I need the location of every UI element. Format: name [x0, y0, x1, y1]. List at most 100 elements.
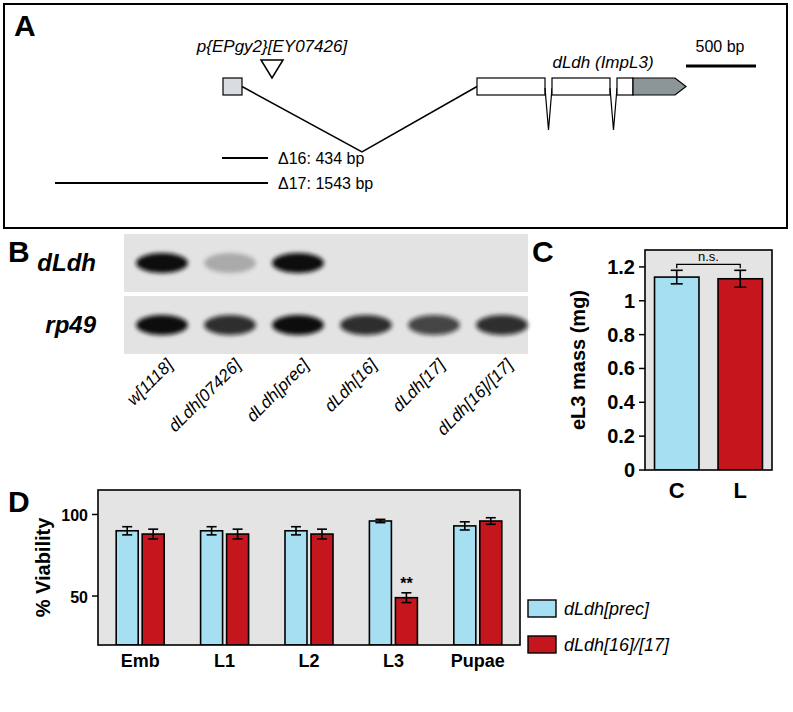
exon — [477, 78, 545, 95]
error-cap — [375, 519, 385, 521]
lane-label: dLdh[prec] — [243, 354, 314, 425]
significance-bracket — [677, 264, 741, 268]
error-cap — [460, 521, 470, 523]
error-cap — [291, 534, 301, 536]
band — [204, 315, 256, 335]
deletion-label: Δ16: 434 bp — [278, 150, 364, 167]
plot-background — [98, 490, 520, 645]
tick-label: 0.4 — [607, 391, 636, 413]
axis-title: % Viability — [32, 517, 54, 618]
error-cap — [122, 534, 132, 536]
error-stem — [406, 593, 408, 603]
bar — [395, 598, 417, 645]
band — [272, 315, 324, 335]
error-bar — [122, 527, 132, 535]
error-bar — [401, 593, 411, 603]
tick — [92, 595, 98, 597]
intron — [545, 88, 552, 130]
tick — [639, 368, 645, 370]
error-stem — [237, 529, 239, 539]
band — [204, 253, 256, 273]
error-cap — [671, 270, 683, 272]
error-bar — [317, 529, 327, 539]
error-stem — [295, 527, 297, 535]
bar — [311, 534, 333, 645]
error-stem — [464, 522, 466, 530]
scale-bar — [686, 65, 756, 68]
insertion-triangle — [261, 60, 283, 78]
error-cap — [734, 286, 746, 288]
error-bar — [375, 519, 385, 522]
band — [136, 315, 188, 335]
insertion-label: p{EPgy2}[EY07426] — [196, 37, 349, 56]
tick — [639, 334, 645, 336]
tick — [639, 469, 645, 471]
lane-label: dLdh[07426] — [165, 354, 246, 435]
error-cap — [148, 538, 158, 540]
error-bar — [671, 270, 683, 284]
error-bar — [291, 527, 301, 535]
band — [272, 253, 324, 273]
category-label: L1 — [214, 651, 235, 671]
legend-swatch — [528, 636, 556, 653]
category-label: Emb — [121, 651, 160, 671]
band — [340, 253, 392, 273]
legend-label: dLdh[16]/[17] — [564, 635, 670, 655]
error-cap — [207, 534, 217, 536]
plot-background — [645, 250, 772, 470]
bar — [116, 531, 138, 645]
bar — [285, 531, 307, 645]
deletion-extent — [222, 157, 268, 159]
tick-label: 100 — [61, 507, 88, 524]
category-label: L — [734, 478, 747, 503]
annotation: ** — [400, 575, 413, 592]
error-cap — [671, 283, 683, 285]
plot-marks — [655, 270, 763, 470]
annotation: n.s. — [698, 249, 719, 264]
axis-title: eL3 mass (mg) — [567, 290, 589, 430]
bar — [718, 279, 762, 470]
bar — [142, 534, 164, 645]
blot-strip — [124, 234, 528, 292]
category-label: C — [669, 478, 685, 503]
row-label: rp49 — [45, 311, 96, 338]
intron — [242, 87, 477, 153]
lane-label: dLdh[16] — [321, 355, 382, 416]
band — [340, 315, 392, 335]
tick — [639, 266, 645, 268]
error-cap — [122, 526, 132, 528]
panel-a: Ap{EPgy2}[EY07426]500 bpdLdh (ImpL3)Δ16:… — [4, 4, 787, 228]
error-stem — [490, 518, 492, 525]
error-cap — [401, 592, 411, 594]
legend-label: dLdh[prec] — [564, 599, 650, 619]
background — [0, 0, 793, 712]
bar — [480, 521, 502, 645]
tick-label: 0 — [624, 459, 635, 481]
lane-label: w[1118] — [123, 354, 178, 409]
figure: Ap{EPgy2}[EY07426]500 bpdLdh (ImpL3)Δ16:… — [0, 0, 793, 712]
panel-c: CeL3 mass (mg)00.20.40.60.811.2CLn.s. — [532, 235, 772, 503]
panel-frame — [4, 4, 787, 228]
blot-strip — [124, 296, 528, 354]
scale-bar-label: 500 bp — [696, 38, 745, 55]
error-cap — [734, 270, 746, 272]
error-cap — [233, 538, 243, 540]
error-cap — [401, 602, 411, 604]
exon — [617, 78, 633, 95]
panel-label: C — [532, 235, 554, 268]
error-stem — [152, 529, 154, 539]
error-cap — [375, 522, 385, 524]
error-cap — [291, 526, 301, 528]
bar — [227, 534, 249, 645]
panel-label: D — [8, 485, 30, 518]
error-bar — [734, 270, 746, 287]
lane-label: dLdh[16]/[17] — [433, 354, 518, 439]
band — [408, 253, 460, 273]
tick — [639, 435, 645, 437]
intron — [610, 88, 617, 130]
exon — [223, 78, 242, 95]
tick — [639, 402, 645, 404]
error-stem — [211, 527, 213, 535]
legend: dLdh[prec] dLdh[16]/[17] — [528, 599, 670, 655]
deletion-label: Δ17: 1543 bp — [278, 175, 373, 192]
